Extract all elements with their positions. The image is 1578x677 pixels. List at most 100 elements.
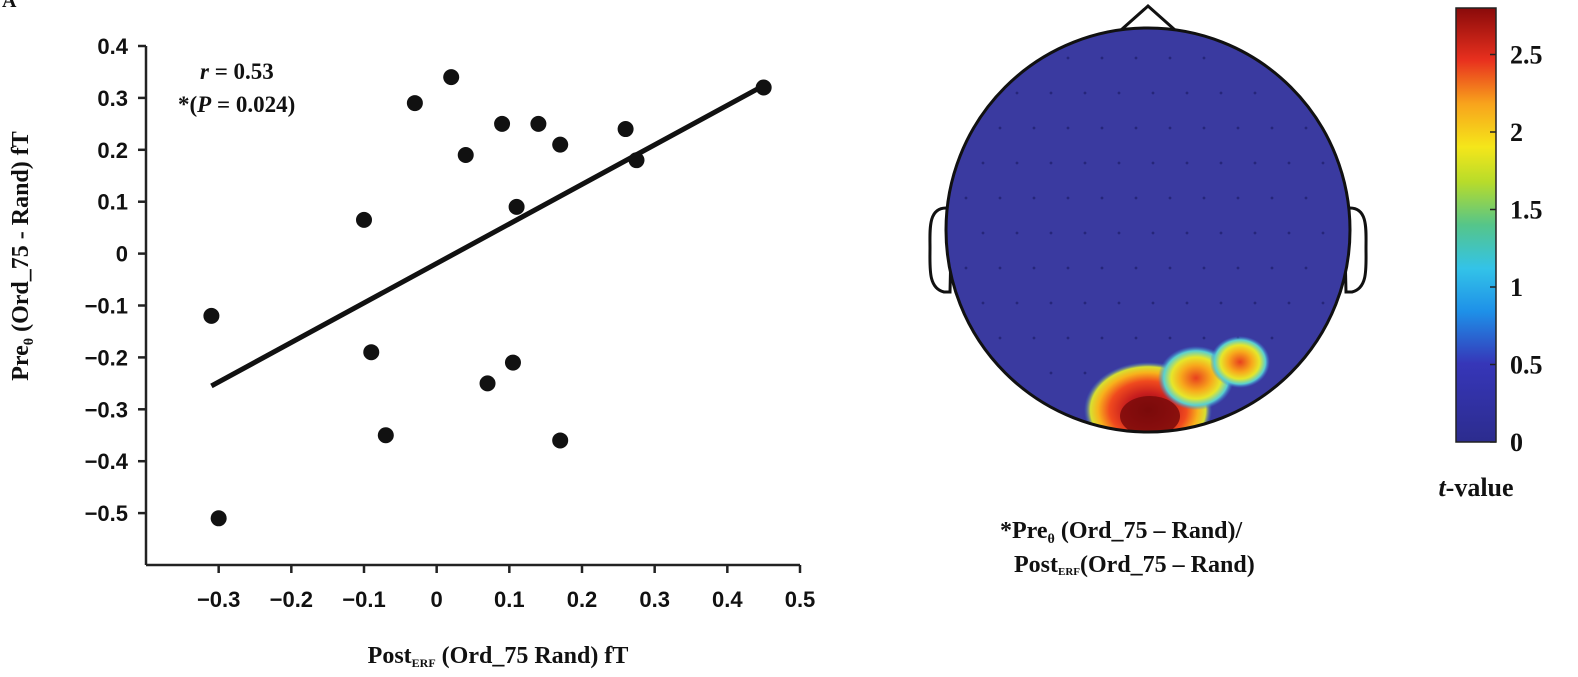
x-tick-label: −0.2 — [270, 587, 313, 612]
colorbar-tick-label: 0 — [1510, 428, 1523, 457]
sensor-dot — [1168, 126, 1172, 130]
sensor-dot — [1100, 56, 1104, 60]
sensor-dot — [1202, 266, 1206, 270]
sensor-dot — [1287, 161, 1291, 165]
sensor-dot — [1083, 161, 1087, 165]
colorbar-tick-label: 0.5 — [1510, 351, 1543, 380]
sensor-dot — [1151, 231, 1155, 235]
sensor-dot — [1032, 266, 1036, 270]
x-tick-label: 0.3 — [639, 587, 670, 612]
sensor-dot — [1287, 231, 1291, 235]
scatter-point — [508, 198, 525, 215]
sensor-dot — [1219, 231, 1223, 235]
colorbar-label: t-value — [1438, 473, 1513, 502]
topo-field — [946, 28, 1350, 432]
scatter-point — [377, 427, 394, 444]
sensor-dot — [1083, 91, 1087, 95]
sensor-dot — [1304, 126, 1308, 130]
sensor-dot — [1083, 231, 1087, 235]
scatter-point — [628, 152, 645, 169]
scatter-point — [210, 510, 227, 527]
sensor-dot — [1049, 161, 1053, 165]
sensor-dot — [1236, 126, 1240, 130]
sensor-dot — [1049, 231, 1053, 235]
sensor-dot — [1134, 196, 1138, 200]
sensor-dot — [1066, 336, 1070, 340]
colorbar-ticks: 0 0.5 1 1.5 2 2.5 — [1490, 41, 1543, 457]
sensor-dot — [1168, 56, 1172, 60]
sensor-dot — [1270, 196, 1274, 200]
topo-caption-line2: PostERF(Ord_75 – Rand) — [1014, 552, 1255, 578]
sensor-dot — [1032, 336, 1036, 340]
sensor-dot — [1151, 91, 1155, 95]
sensor-dot — [1321, 231, 1325, 235]
sensor-dot — [1185, 301, 1189, 305]
y-tick-label: 0.2 — [97, 138, 128, 163]
fit-line-group — [210, 85, 762, 389]
sensor-dot — [1287, 301, 1291, 305]
colorbar-tick-label: 2.5 — [1510, 41, 1543, 70]
sensor-dot — [998, 336, 1002, 340]
topo-caption-line1: *Preθ (Ord_75 – Rand)/ — [1000, 518, 1243, 547]
sensor-dot — [1202, 126, 1206, 130]
correlation-annotation: r = 0.53 — [200, 59, 274, 84]
nose-outline — [1111, 3, 1185, 40]
sensor-dot — [1304, 266, 1308, 270]
sensor-dot — [1202, 336, 1206, 340]
sensor-dot — [1253, 161, 1257, 165]
y-tick-label: −0.2 — [85, 345, 128, 370]
sensor-dot — [1049, 301, 1053, 305]
x-tick-label: 0.5 — [785, 587, 816, 612]
scatter-point — [203, 307, 220, 324]
sensor-dot — [1253, 231, 1257, 235]
colorbar: 0 0.5 1 1.5 2 2.5 t-value — [1438, 7, 1543, 502]
panel-letter: A — [2, 0, 17, 12]
sensor-dot — [1117, 161, 1121, 165]
sensor-dot — [1117, 301, 1121, 305]
sensor-dot — [1236, 266, 1240, 270]
sensor-dot — [1168, 336, 1172, 340]
sensor-dot — [1066, 126, 1070, 130]
sensor-dot — [1032, 126, 1036, 130]
sensor-dot — [964, 196, 968, 200]
sensor-dot — [1202, 196, 1206, 200]
hotspot-right — [1210, 336, 1270, 388]
sensor-dot — [1117, 91, 1121, 95]
x-tick-label: 0.4 — [712, 587, 743, 612]
x-axis-label: PostERF (Ord_75 Rand) fT — [368, 643, 629, 670]
sensor-dot — [1015, 91, 1019, 95]
sensor-dot — [1219, 161, 1223, 165]
sensor-dot — [1168, 266, 1172, 270]
scatter-point — [457, 146, 474, 163]
scatter-point — [479, 375, 496, 392]
sensor-dots — [964, 56, 1325, 410]
sensor-dot — [1185, 161, 1189, 165]
sensor-dot — [1219, 301, 1223, 305]
sensor-dot — [1134, 336, 1138, 340]
y-tick-label: 0 — [116, 242, 128, 267]
scatter-point — [406, 95, 423, 112]
scatter-point — [363, 344, 380, 361]
sensor-dot — [1185, 91, 1189, 95]
sensor-dot — [1066, 196, 1070, 200]
sensor-dot — [1032, 196, 1036, 200]
y-tick-label: −0.4 — [85, 449, 129, 474]
y-tick-label: −0.3 — [85, 397, 128, 422]
sensor-dot — [1117, 231, 1121, 235]
sensor-dot — [1134, 126, 1138, 130]
sensor-dot — [1015, 161, 1019, 165]
sensor-dot — [1151, 161, 1155, 165]
sensor-dot — [1083, 301, 1087, 305]
sensor-dot — [998, 126, 1002, 130]
hotspot-core — [1120, 396, 1180, 432]
p-value-annotation: *(P = 0.024) — [178, 92, 295, 117]
sensor-dot — [1185, 231, 1189, 235]
sensor-dot — [981, 161, 985, 165]
y-tick-label: −0.1 — [85, 294, 128, 319]
sensor-dot — [1304, 196, 1308, 200]
scatter-plot: 0.40.30.20.10−0.1−0.2−0.3−0.4−0.5 −0.3 −0… — [8, 34, 815, 670]
sensor-dot — [998, 266, 1002, 270]
scatter-point — [356, 211, 372, 228]
y-tick-label: 0.3 — [97, 86, 128, 111]
